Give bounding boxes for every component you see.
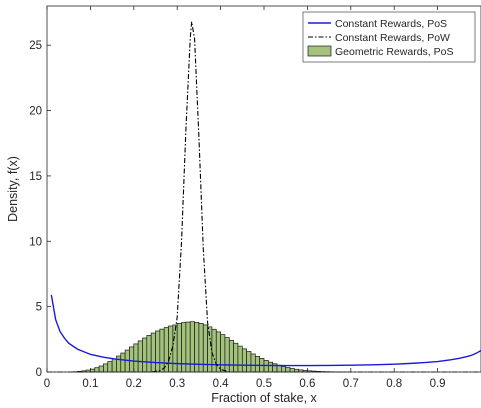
- histogram-bar: [163, 327, 169, 373]
- histogram-bar: [146, 335, 152, 373]
- axis-ticks-layer: 0 0.1 0.2 0.3 0.4 0.5 0.6 0.7 0.8 0.9 0 5 10 15 20 25: [29, 6, 446, 390]
- histogram-bar: [176, 323, 182, 373]
- x-tick-label: 0.4: [213, 378, 230, 390]
- histogram-bar: [224, 337, 230, 373]
- histogram-bar: [150, 332, 156, 373]
- histogram-bar: [155, 330, 161, 373]
- series-line-constant-pow: [47, 21, 481, 373]
- x-axis-label: Fraction of stake, x: [211, 391, 317, 405]
- x-tick-label: 0.3: [169, 378, 185, 390]
- y-tick-label: 0: [36, 367, 42, 379]
- x-tick-label: 0.8: [386, 378, 402, 390]
- histogram-bar: [254, 355, 261, 373]
- legend-entry-geometric-pos: Geometric Rewards, PoS: [335, 46, 453, 58]
- histogram-bar: [228, 340, 234, 373]
- x-tick-label: 0.7: [343, 378, 359, 390]
- y-axis-label: Density, f(x): [6, 156, 20, 222]
- histogram-bar: [111, 358, 117, 373]
- histogram-bar: [94, 367, 100, 373]
- legend-swatch-geometric-pos: [307, 45, 332, 57]
- histogram-bar: [237, 345, 243, 373]
- legend-box: [302, 11, 476, 63]
- series-line-constant-pos: [50, 294, 481, 367]
- y-tick-label: 15: [29, 171, 42, 183]
- histogram-bar: [137, 340, 143, 373]
- x-tick-label: 0.1: [82, 378, 98, 390]
- histogram-bars-layer: [72, 321, 352, 373]
- histogram-bar: [233, 342, 239, 373]
- histogram-bar: [220, 334, 226, 373]
- x-tick-label: 0: [44, 378, 50, 390]
- x-tick-label: 0.2: [126, 378, 142, 390]
- histogram-bar: [285, 367, 291, 373]
- histogram-bar: [142, 337, 148, 373]
- histogram-bar: [133, 343, 139, 373]
- histogram-bar: [172, 324, 178, 373]
- histogram-bar: [241, 348, 247, 373]
- x-tick-label: 0.5: [256, 378, 272, 390]
- histogram-bar: [267, 361, 274, 373]
- histogram-bar: [129, 346, 135, 373]
- legend-entry-constant-pos: Constant Rewards, PoS: [335, 18, 447, 30]
- y-tick-label: 5: [36, 302, 42, 314]
- y-tick-label: 10: [29, 236, 42, 248]
- legend: Constant Rewards, PoS Constant Rewards, …: [302, 11, 476, 63]
- histogram-bar: [103, 363, 109, 373]
- histogram-bar: [116, 355, 122, 373]
- x-tick-label: 0.9: [430, 378, 446, 390]
- y-tick-label: 25: [29, 40, 42, 52]
- histogram-bar: [159, 328, 165, 373]
- histogram-bar: [107, 361, 113, 373]
- histogram-bar: [211, 328, 217, 373]
- histogram-bar: [215, 331, 221, 373]
- y-tick-label: 20: [29, 106, 42, 118]
- histogram-bar: [246, 351, 252, 373]
- legend-entry-constant-pow: Constant Rewards, PoW: [335, 32, 450, 44]
- histogram-bar: [98, 365, 104, 373]
- histogram-bar: [120, 352, 126, 373]
- x-tick-label: 0.6: [299, 378, 315, 390]
- histogram-bar: [250, 353, 256, 373]
- histogram-bar: [281, 366, 287, 373]
- series-lines-layer: [47, 21, 481, 373]
- histogram-bar: [181, 322, 187, 373]
